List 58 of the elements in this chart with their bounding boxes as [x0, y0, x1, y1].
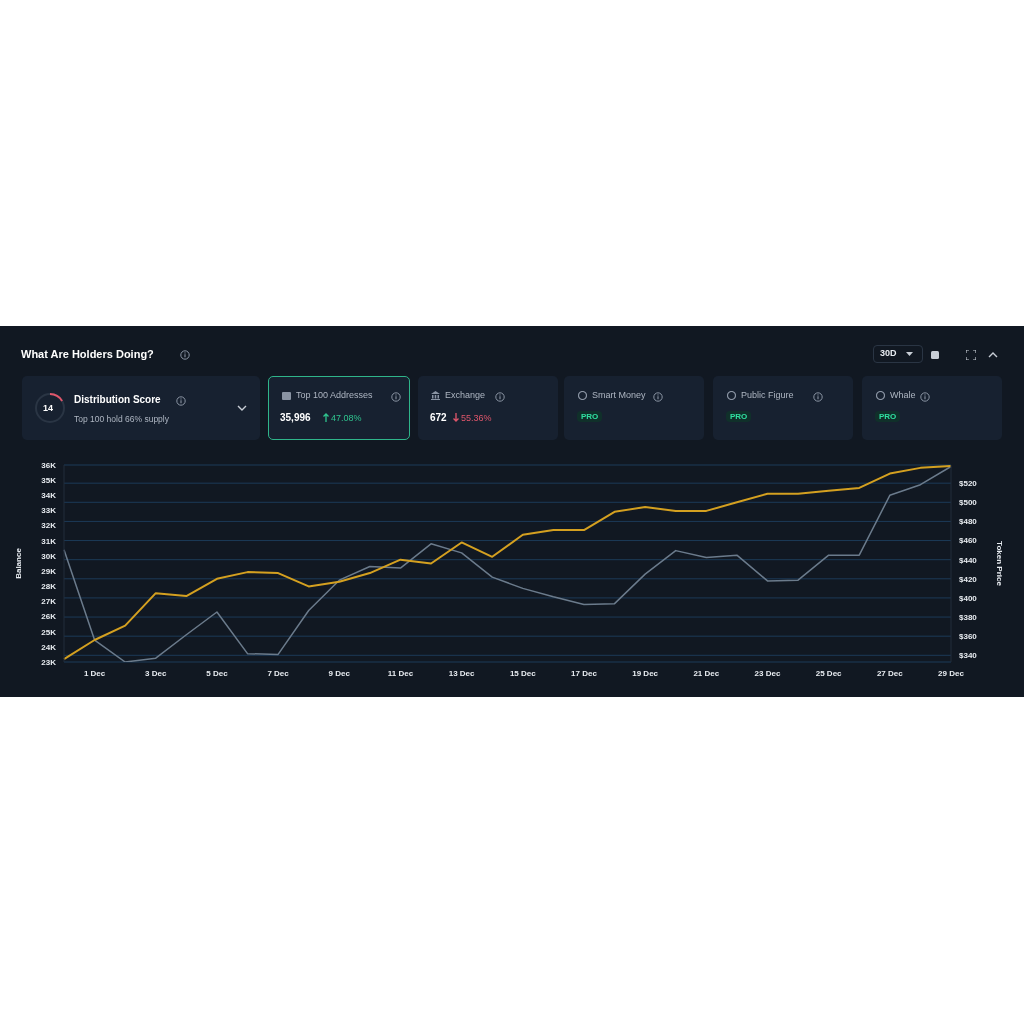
y-tick-label: 25K: [41, 627, 57, 637]
x-tick-label: 9 Dec: [328, 668, 351, 678]
y-tick-label: 29K: [41, 566, 57, 576]
y2-tick-label: $480: [959, 517, 978, 527]
x-tick-label: 3 Dec: [145, 668, 167, 678]
y-tick-label: 30K: [41, 551, 57, 561]
x-tick-label: 23 Dec: [754, 668, 781, 678]
text: 30D: [880, 348, 897, 358]
x-tick-label: 29 Dec: [938, 668, 965, 678]
y-tick-label: 27K: [41, 597, 57, 607]
x-tick-label: 5 Dec: [206, 668, 229, 678]
text: 35,996: [280, 412, 311, 423]
text: 47.08%: [331, 413, 362, 423]
y2-tick-label: $360: [959, 632, 978, 642]
x-tick-label: 11 Dec: [387, 668, 414, 678]
text: 55.36%: [461, 413, 492, 423]
text: 672: [430, 412, 447, 423]
y-tick-label: 34K: [41, 491, 57, 501]
text: Smart Money: [592, 390, 646, 400]
text: PRO: [875, 411, 901, 422]
text: Exchange: [445, 390, 486, 400]
y2-tick-label: $400: [959, 593, 978, 603]
y-tick-label: 31K: [41, 536, 57, 546]
text: Public Figure: [741, 390, 794, 400]
text: Whale: [890, 390, 916, 400]
text: 14: [43, 403, 54, 413]
text: PRO: [577, 411, 603, 422]
y-tick-label: 36K: [41, 460, 57, 470]
text: Top 100 hold 66% supply: [74, 414, 169, 424]
text: PRO: [726, 411, 752, 422]
y-tick-label: 32K: [41, 521, 57, 531]
y-tick-label: 26K: [41, 612, 57, 622]
y-tick-label: 33K: [41, 506, 57, 516]
y2-tick-label: $460: [959, 536, 978, 546]
text: Top 100 Addresses: [296, 390, 373, 400]
x-tick-label: 27 Dec: [876, 668, 904, 678]
y2-axis-title: Token Price: [995, 541, 1005, 587]
x-tick-label: 13 Dec: [448, 668, 476, 678]
y2-tick-label: $380: [959, 612, 978, 622]
x-tick-label: 7 Dec: [267, 668, 290, 678]
y2-tick-label: $420: [959, 574, 978, 584]
y-tick-label: 35K: [41, 475, 57, 485]
y-tick-label: 28K: [41, 582, 57, 592]
x-tick-label: 19 Dec: [632, 668, 659, 678]
x-tick-label: 15 Dec: [509, 668, 537, 678]
y-axis-title: Balance: [13, 547, 23, 579]
y2-tick-label: $520: [959, 479, 978, 489]
y2-tick-label: $500: [959, 498, 978, 508]
y-tick-label: 23K: [41, 657, 57, 667]
x-tick-label: 17 Dec: [571, 668, 598, 678]
y2-tick-label: $440: [959, 555, 978, 565]
chart-title: What Are Holders Doing?: [21, 348, 154, 360]
y2-tick-label: $340: [959, 651, 978, 661]
y-tick-label: 24K: [41, 642, 57, 652]
x-tick-label: 21 Dec: [693, 668, 720, 678]
x-tick-label: 25 Dec: [815, 668, 843, 678]
text: Distribution Score: [74, 394, 161, 405]
x-tick-label: 1 Dec: [83, 668, 106, 678]
